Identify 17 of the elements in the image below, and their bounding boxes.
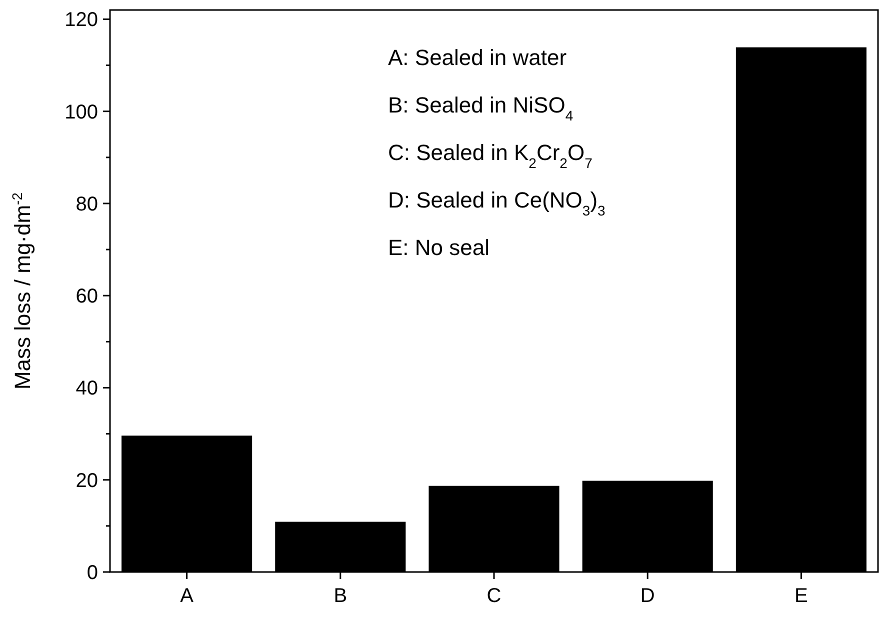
annotation: D: Sealed in Ce(NO$_{3}$)$_{3}$ [388, 188, 606, 218]
y-tick-label: 100 [64, 101, 98, 124]
y-tick-label: 0 [86, 562, 98, 584]
annotation: B: Sealed in NiSO$_{4}$ [388, 92, 574, 124]
x-tick-label: C [486, 585, 502, 607]
x-tick-label: B [334, 585, 348, 607]
annotation: C: Sealed in K$_{2}$Cr$_{2}$O$_{7}$ [388, 140, 593, 171]
annotation: A: Sealed in water [388, 45, 567, 70]
x-tick-label: A [180, 585, 194, 607]
y-tick-label: 80 [76, 193, 98, 216]
y-tick-label: 120 [64, 9, 98, 32]
y-tick-label: 40 [76, 378, 98, 400]
annotation: E: No seal [388, 235, 490, 260]
y-tick-label: 20 [76, 470, 98, 492]
x-tick-label: D [640, 585, 655, 607]
x-tick-label: E [794, 585, 808, 607]
y-tick-label: 60 [76, 286, 98, 308]
